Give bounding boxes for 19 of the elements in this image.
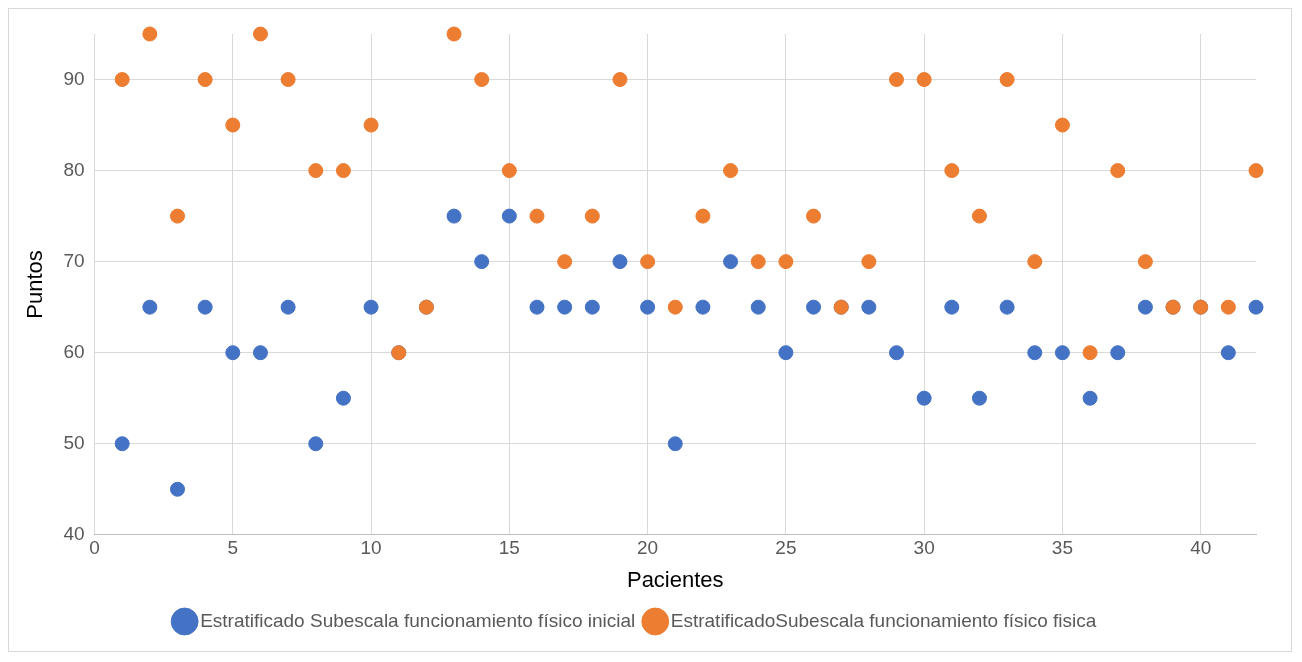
y-tick-label: 40 (63, 523, 85, 545)
x-tick-label: 25 (775, 537, 797, 559)
y-tick-label: 70 (63, 249, 85, 271)
y-tick-label: 90 (63, 67, 85, 89)
y-axis-title: Puntos (22, 250, 48, 319)
x-tick-label: 0 (89, 537, 100, 559)
x-tick-label: 15 (498, 537, 520, 559)
x-tick-label: 30 (913, 537, 935, 559)
legend-label: Estratificado Subescala funcionamiento físico inicial (200, 609, 636, 631)
x-tick-label: 10 (360, 537, 382, 559)
y-tick-label: 50 (63, 431, 85, 453)
x-tick-label: 35 (1051, 537, 1073, 559)
x-tick-label: 40 (1190, 537, 1212, 559)
y-tick-label: 80 (63, 158, 85, 180)
legend-label: EstratificadoSubescala funcionamiento físico fisica (670, 609, 1097, 631)
y-tick-label: 60 (63, 340, 85, 362)
x-tick-label: 20 (637, 537, 659, 559)
x-axis-title: Pacientes (626, 566, 724, 592)
x-tick-label: 5 (227, 537, 239, 559)
